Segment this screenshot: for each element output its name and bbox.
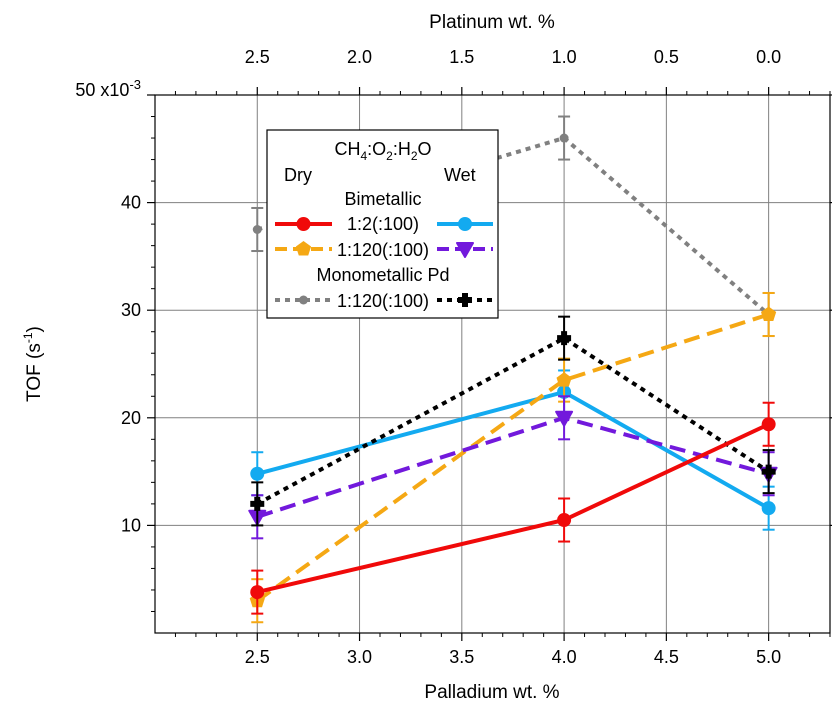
- data-point: [556, 372, 572, 387]
- legend-key-marker: [458, 217, 472, 231]
- legend-bimetallic-label: Bimetallic: [344, 189, 421, 209]
- data-point: [761, 306, 777, 321]
- data-point: [557, 513, 572, 528]
- y-tick-label: 40: [121, 193, 141, 213]
- x-tick-label: 4.0: [552, 647, 577, 667]
- data-point: [761, 417, 776, 432]
- legend: CH4:O2:H2O Dry Wet Bimetallic 1:2(:100) …: [266, 129, 499, 319]
- data-point: [250, 585, 265, 600]
- x-tick-label: 5.0: [756, 647, 781, 667]
- x2-tick-label: 1.5: [449, 47, 474, 67]
- data-point: [555, 410, 574, 427]
- legend-key-marker: [456, 242, 474, 258]
- legend-key-marker: [295, 241, 312, 256]
- data-series: [248, 115, 778, 624]
- y-tick-label: 50 x10-3: [75, 77, 141, 100]
- legend-monometallic-label: Monometallic Pd: [316, 265, 449, 285]
- x-tick-label: 2.5: [245, 647, 270, 667]
- y-axis-label: TOF (s-1): [21, 326, 45, 402]
- series-mono_1120_wet: [250, 315, 776, 527]
- x-axis-label: Palladium wt. %: [424, 682, 559, 703]
- legend-key-marker: [299, 295, 308, 305]
- data-point: [559, 133, 569, 143]
- legend-key-marker: [296, 217, 311, 231]
- legend-row3-label: 1:120(:100): [337, 291, 429, 311]
- x2-tick-label: 1.0: [552, 47, 577, 67]
- y-tick-label: 20: [121, 408, 141, 428]
- series-bi_12_wet: [250, 369, 776, 531]
- y-tick-label: 30: [121, 300, 141, 320]
- legend-header: CH4:O2:H2O: [334, 139, 431, 163]
- legend-key-marker: [458, 293, 472, 307]
- x2-tick-label: 2.0: [347, 47, 372, 67]
- data-point: [761, 501, 776, 516]
- legend-wet-label: Wet: [444, 165, 476, 185]
- legend-keys: [275, 217, 493, 307]
- series-line: [256, 335, 770, 506]
- legend-row2-label: 1:120(:100): [337, 240, 429, 260]
- series-bi_12_dry: [250, 401, 776, 615]
- data-point: [557, 331, 572, 346]
- series-line: [256, 312, 770, 603]
- legend-dry-label: Dry: [284, 165, 312, 185]
- data-point: [252, 225, 262, 234]
- data-point: [250, 496, 265, 511]
- data-point: [250, 466, 265, 481]
- axis-ticks: 2.5 3.0 3.5 4.0 4.5 5.0 2.5 2.0 1.5 1.0 0.5 0.0 10 20…: [75, 47, 832, 667]
- x2-axis-label: Platinum wt. %: [429, 12, 555, 33]
- x-tick-label: 3.5: [449, 647, 474, 667]
- x-tick-label: 3.0: [347, 647, 372, 667]
- x2-tick-label: 0.5: [654, 47, 679, 67]
- x2-tick-label: 0.0: [756, 47, 781, 67]
- series-line: [256, 422, 770, 595]
- series-line: [256, 415, 770, 519]
- data-point: [761, 464, 776, 479]
- y-tick-label: 10: [121, 515, 141, 535]
- x2-tick-label: 2.5: [245, 47, 270, 67]
- legend-row1-label: 1:2(:100): [347, 214, 419, 234]
- x-tick-label: 4.5: [654, 647, 679, 667]
- plot-frame: [154, 94, 831, 634]
